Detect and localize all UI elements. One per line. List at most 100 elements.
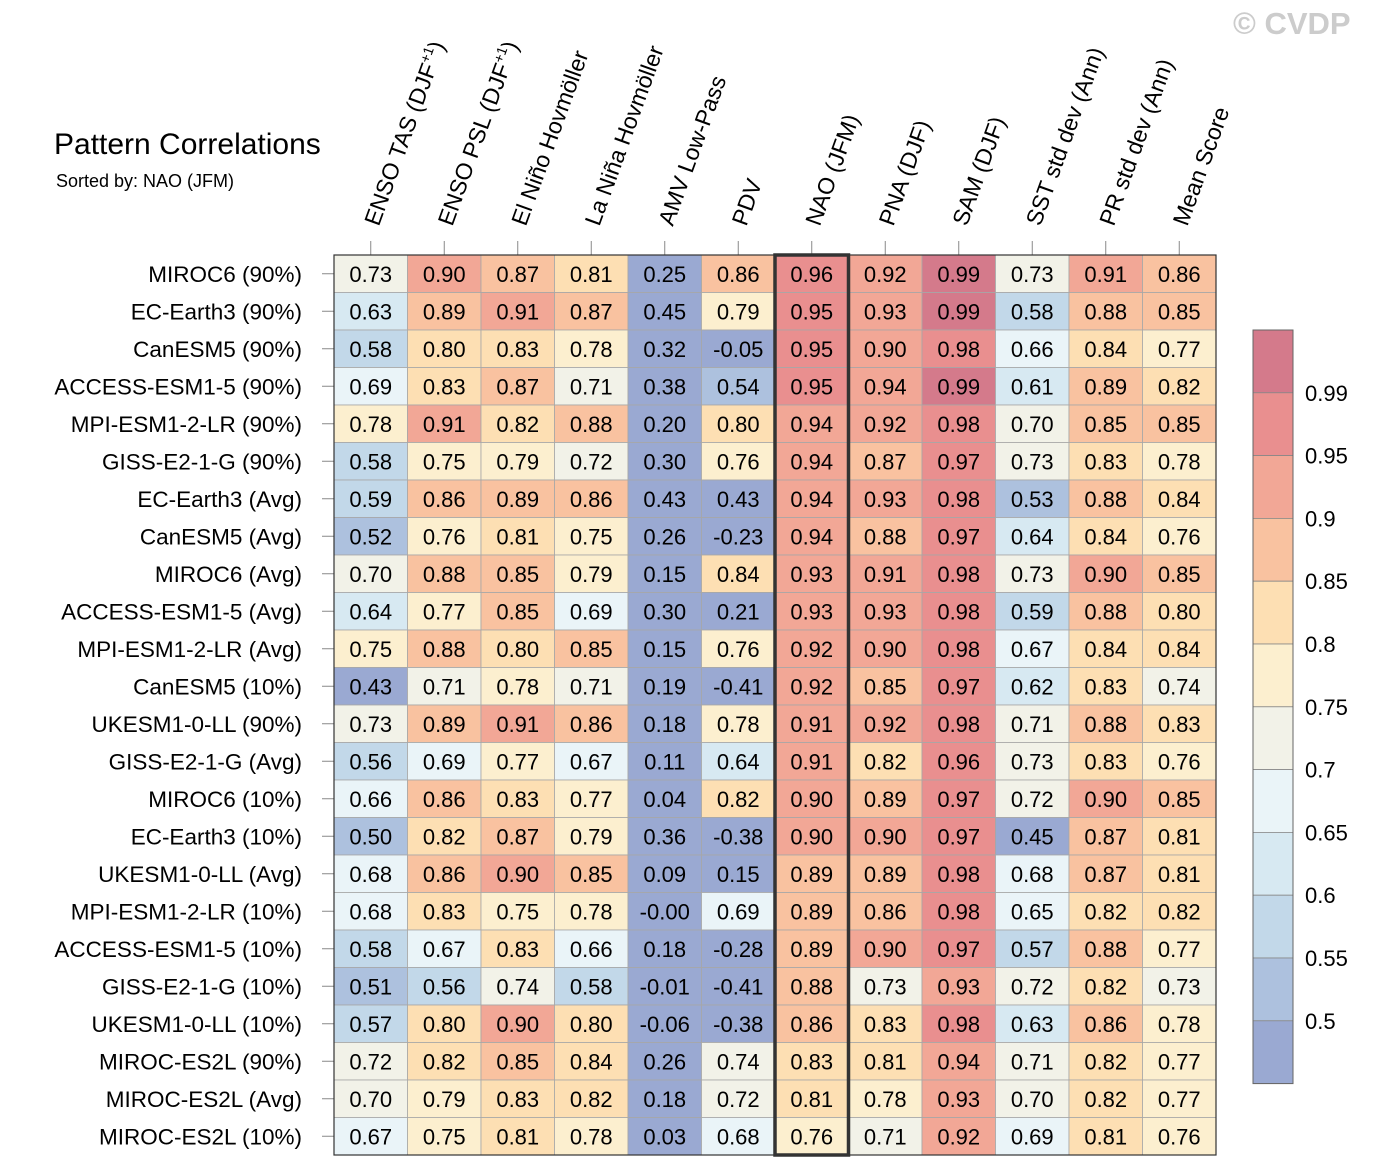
heatmap-cell xyxy=(995,854,1070,893)
heatmap-cell xyxy=(333,667,408,706)
cell-value-label: -0.05 xyxy=(713,337,763,362)
heatmap-cell xyxy=(627,404,702,443)
heatmap-cell xyxy=(1068,404,1143,443)
cell-value-label: 0.86 xyxy=(570,487,613,512)
heatmap-cell xyxy=(701,892,776,931)
cell-value-label: 0.80 xyxy=(570,1012,613,1037)
heatmap-cell xyxy=(407,667,482,706)
cell-value-label: 0.03 xyxy=(643,1124,686,1149)
heatmap-cell xyxy=(407,1117,482,1156)
cell-value-label: 0.89 xyxy=(864,787,907,812)
row-label-mpi-esm1-2-lr-avg: MPI-ESM1-2-LR (Avg) xyxy=(77,637,302,662)
heatmap-cell xyxy=(480,479,555,518)
cell-value-label: 0.94 xyxy=(790,487,833,512)
cell-value-label: 0.88 xyxy=(790,974,833,999)
heatmap-cell xyxy=(995,404,1070,443)
cell-value-label: -0.00 xyxy=(640,899,690,924)
heatmap-cell xyxy=(848,779,923,818)
heatmap-cell xyxy=(995,667,1070,706)
cell-value-label: 0.84 xyxy=(1158,637,1201,662)
heatmap-cell xyxy=(407,967,482,1006)
cell-value-label: 0.92 xyxy=(864,712,907,737)
heatmap-cell xyxy=(627,929,702,968)
cell-value-label: 0.92 xyxy=(864,262,907,287)
cell-value-label: 0.81 xyxy=(1084,1124,1127,1149)
cell-value-label: 0.85 xyxy=(864,674,907,699)
heatmap-cell xyxy=(480,554,555,593)
cell-value-label: 0.94 xyxy=(937,1049,980,1074)
cell-value-label: 0.81 xyxy=(1158,824,1201,849)
cell-value-label: 0.83 xyxy=(496,937,539,962)
cell-value-label: 0.15 xyxy=(643,562,686,587)
cell-value-label: 0.78 xyxy=(717,712,760,737)
cell-value-label: 0.92 xyxy=(937,1124,980,1149)
cell-value-label: 0.80 xyxy=(496,637,539,662)
heatmap-cell xyxy=(701,1004,776,1043)
cell-value-label: -0.28 xyxy=(713,937,763,962)
cell-value-label: 0.76 xyxy=(1158,524,1201,549)
cell-value-label: 0.73 xyxy=(1011,262,1054,287)
colorbar-segment xyxy=(1252,580,1294,645)
row-label-ec-earth3-10: EC-Earth3 (10%) xyxy=(131,824,302,849)
cell-value-label: 0.85 xyxy=(1158,787,1201,812)
cell-value-label: 0.98 xyxy=(937,412,980,437)
cell-value-label: 0.86 xyxy=(1084,1012,1127,1037)
colorbar-segment xyxy=(1252,769,1294,833)
cell-value-label: 0.71 xyxy=(864,1124,907,1149)
heatmap-cell xyxy=(407,892,482,931)
cell-value-label: 0.91 xyxy=(1084,262,1127,287)
colorbar-segment xyxy=(1252,957,1294,1022)
heatmap-cell xyxy=(921,779,996,818)
heatmap-cell xyxy=(1142,517,1217,556)
cell-value-label: 0.53 xyxy=(1011,487,1054,512)
heatmap-cell xyxy=(333,629,408,668)
heatmap-cell xyxy=(1068,254,1143,293)
heatmap-cell xyxy=(1068,554,1143,593)
heatmap-cell xyxy=(407,704,482,743)
heatmap-cell xyxy=(407,817,482,856)
cell-value-label: 0.74 xyxy=(496,974,539,999)
cell-value-label: 0.69 xyxy=(570,599,613,624)
cell-value-label: 0.45 xyxy=(1011,824,1054,849)
heatmap-cell xyxy=(333,779,408,818)
heatmap-cell xyxy=(701,1117,776,1156)
cell-value-label: 0.94 xyxy=(790,449,833,474)
heatmap-cell xyxy=(333,892,408,931)
colorbar-tick-label: 0.65 xyxy=(1305,820,1348,845)
heatmap-cell xyxy=(480,517,555,556)
watermark: © CVDP xyxy=(1233,6,1351,41)
cell-value-label: 0.87 xyxy=(496,374,539,399)
cell-value-label: 0.76 xyxy=(423,524,466,549)
cell-value-label: 0.82 xyxy=(1084,899,1127,924)
cell-value-label: 0.92 xyxy=(790,674,833,699)
cell-value-label: 0.81 xyxy=(496,1124,539,1149)
cell-value-label: 0.84 xyxy=(1084,524,1127,549)
cell-value-label: 0.90 xyxy=(1084,562,1127,587)
cell-value-label: 0.91 xyxy=(423,412,466,437)
cell-value-label: 0.90 xyxy=(790,787,833,812)
cell-value-label: 0.90 xyxy=(1084,787,1127,812)
heatmap-cell xyxy=(627,517,702,556)
cell-value-label: 0.96 xyxy=(790,262,833,287)
heatmap-cell xyxy=(407,929,482,968)
heatmap-cell xyxy=(921,367,996,406)
heatmap-cell xyxy=(1068,442,1143,481)
heatmap-cell xyxy=(1142,1042,1217,1081)
cell-value-label: 0.77 xyxy=(1158,1087,1201,1112)
chart-title: Pattern Correlations xyxy=(54,128,321,161)
heatmap-cell xyxy=(1142,367,1217,406)
cell-value-label: -0.41 xyxy=(713,674,763,699)
cell-value-label: 0.36 xyxy=(643,824,686,849)
cell-value-label: 0.78 xyxy=(570,1124,613,1149)
heatmap-cell xyxy=(1068,479,1143,518)
cell-value-label: 0.30 xyxy=(643,599,686,624)
cell-value-label: 0.59 xyxy=(349,487,392,512)
cell-value-label: 0.76 xyxy=(717,449,760,474)
heatmap-cell xyxy=(921,292,996,331)
column-label-pr-std-dev-ann: PR std dev (Ann) xyxy=(1094,55,1178,228)
row-label-canesm5-10: CanESM5 (10%) xyxy=(133,674,302,699)
cell-value-label: 0.70 xyxy=(349,562,392,587)
cell-value-label: 0.74 xyxy=(1158,674,1201,699)
colorbar-segment xyxy=(1252,894,1294,959)
cell-value-label: 0.50 xyxy=(349,824,392,849)
